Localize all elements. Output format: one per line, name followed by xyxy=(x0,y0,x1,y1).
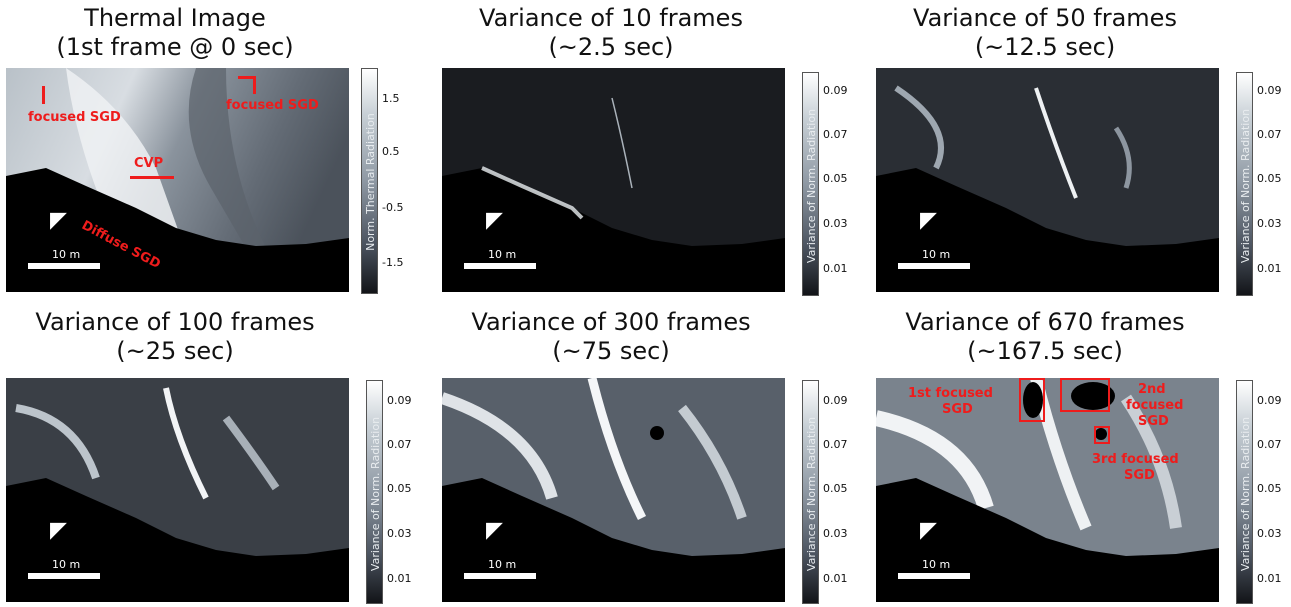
panel-subtitle: (~25 sec) xyxy=(116,337,234,365)
variance-image: 1st focused SGD 2nd focused SGD 3rd focu… xyxy=(876,378,1219,602)
panel-title: Variance of 100 frames xyxy=(35,308,315,336)
panel-title: Thermal Image xyxy=(84,4,266,32)
north-arrow-icon: ◤ xyxy=(486,208,503,233)
panel-title: Variance of 300 frames xyxy=(471,308,751,336)
panel-variance-50: Variance of 50 frames (~12.5 sec) ◤ 10 m… xyxy=(870,0,1290,300)
variance-image: ◤ 10 m xyxy=(442,68,785,292)
colorbar-tick: 0.07 xyxy=(823,128,848,141)
second-sgd-label: SGD xyxy=(1138,414,1169,429)
third-focused-label: 3rd focused xyxy=(1092,452,1179,467)
colorbar-tick: 0.09 xyxy=(387,394,412,407)
third-focused-box xyxy=(1094,426,1110,444)
colorbar-tick: 0.09 xyxy=(1257,394,1282,407)
cvp-bracket xyxy=(130,176,174,186)
colorbar-tick: 0.05 xyxy=(1257,482,1282,495)
panel-subtitle: (~167.5 sec) xyxy=(967,337,1123,365)
colorbar: Norm. Thermal Radiation xyxy=(361,68,378,294)
colorbar-label: Variance of Norm. Radiation xyxy=(1239,416,1252,572)
scale-bar-label: 10 m xyxy=(922,248,951,261)
colorbar-tick: 0.07 xyxy=(1257,128,1282,141)
colorbar: Variance of Norm. Radiation xyxy=(1236,72,1253,296)
north-arrow-icon: ◤ xyxy=(920,518,937,543)
cvp-label: CVP xyxy=(134,156,164,171)
focused-sgd-marker-right xyxy=(238,76,256,94)
focused-sgd-label-right: focused SGD xyxy=(226,98,319,113)
north-arrow-icon: ◤ xyxy=(486,518,503,543)
colorbar-tick: 0.09 xyxy=(823,394,848,407)
colorbar-tick: 0.05 xyxy=(1257,172,1282,185)
colorbar-tick: 0.03 xyxy=(1257,217,1282,230)
first-focused-box xyxy=(1019,378,1045,422)
colorbar-tick: 0.01 xyxy=(823,262,848,275)
panel-variance-100: Variance of 100 frames (~25 sec) ◤ 10 m … xyxy=(0,304,420,604)
scale-bar-label: 10 m xyxy=(922,558,951,571)
panel-thermal-image: Thermal Image (1st frame @ 0 sec) focuse… xyxy=(0,0,420,300)
colorbar-tick: 0.01 xyxy=(823,572,848,585)
colorbar-label: Variance of Norm. Radiation xyxy=(369,416,382,572)
north-arrow-icon: ◤ xyxy=(920,208,937,233)
scale-bar xyxy=(464,573,536,579)
colorbar-tick: 0.03 xyxy=(1257,527,1282,540)
panel-subtitle: (~12.5 sec) xyxy=(974,33,1116,61)
first-sgd-label: SGD xyxy=(942,402,973,417)
focused-sgd-marker-left xyxy=(42,86,46,104)
panel-title: Variance of 50 frames xyxy=(913,4,1177,32)
colorbar-label: Variance of Norm. Radiation xyxy=(805,108,818,264)
colorbar: Variance of Norm. Radiation xyxy=(802,380,819,604)
colorbar: Variance of Norm. Radiation xyxy=(802,72,819,296)
colorbar-tick: -1.5 xyxy=(382,256,404,269)
colorbar-tick: -0.5 xyxy=(382,201,404,214)
colorbar-tick: 0.05 xyxy=(387,482,412,495)
scale-bar xyxy=(28,573,100,579)
variance-image: ◤ 10 m xyxy=(876,68,1219,292)
second-2nd-label: 2nd xyxy=(1138,382,1166,397)
colorbar-tick: 0.05 xyxy=(823,172,848,185)
scale-bar xyxy=(898,263,970,269)
colorbar: Variance of Norm. Radiation xyxy=(366,380,383,604)
scale-bar xyxy=(898,573,970,579)
colorbar-tick: 0.05 xyxy=(823,482,848,495)
colorbar-label: Variance of Norm. Radiation xyxy=(805,416,818,572)
scale-bar-label: 10 m xyxy=(488,248,517,261)
focused-sgd-label-left: focused SGD xyxy=(28,110,121,125)
colorbar-tick: 0.03 xyxy=(387,527,412,540)
colorbar-tick: 0.07 xyxy=(387,438,412,451)
panel-subtitle: (~2.5 sec) xyxy=(548,33,674,61)
variance-image: ◤ 10 m xyxy=(442,378,785,602)
colorbar-tick: 0.01 xyxy=(1257,572,1282,585)
scale-bar xyxy=(28,263,100,269)
north-arrow-icon: ◤ xyxy=(50,518,67,543)
scale-bar-label: 10 m xyxy=(52,558,81,571)
colorbar-tick: 0.03 xyxy=(823,527,848,540)
panel-variance-670: Variance of 670 frames (~167.5 sec) 1st … xyxy=(870,304,1290,604)
colorbar-tick: 1.5 xyxy=(382,92,400,105)
scale-bar-label: 10 m xyxy=(488,558,517,571)
second-focused-label: focused xyxy=(1126,398,1184,413)
colorbar-tick: 0.09 xyxy=(823,84,848,97)
colorbar-tick: 0.01 xyxy=(387,572,412,585)
panel-subtitle: (~75 sec) xyxy=(552,337,670,365)
colorbar-tick: 0.5 xyxy=(382,145,400,158)
colorbar-tick: 0.09 xyxy=(1257,84,1282,97)
panel-variance-10: Variance of 10 frames (~2.5 sec) ◤ 10 m … xyxy=(436,0,856,300)
colorbar-tick: 0.01 xyxy=(1257,262,1282,275)
variance-image: ◤ 10 m xyxy=(6,378,349,602)
scale-bar-label: 10 m xyxy=(52,248,81,261)
scale-bar xyxy=(464,263,536,269)
third-sgd-label: SGD xyxy=(1124,468,1155,483)
colorbar-tick: 0.03 xyxy=(823,217,848,230)
north-arrow-icon: ◤ xyxy=(50,208,67,233)
colorbar-tick: 0.07 xyxy=(823,438,848,451)
panel-subtitle: (1st frame @ 0 sec) xyxy=(56,33,294,61)
second-focused-box xyxy=(1060,378,1110,412)
colorbar: Variance of Norm. Radiation xyxy=(1236,380,1253,604)
colorbar-tick: 0.07 xyxy=(1257,438,1282,451)
colorbar-label: Variance of Norm. Radiation xyxy=(1239,108,1252,264)
panel-variance-300: Variance of 300 frames (~75 sec) ◤ 10 m … xyxy=(436,304,856,604)
panel-title: Variance of 670 frames xyxy=(905,308,1185,336)
thermal-image: focused SGD focused SGD CVP Diffuse SGD … xyxy=(6,68,349,292)
panel-title: Variance of 10 frames xyxy=(479,4,743,32)
first-focused-label: 1st focused xyxy=(908,386,993,401)
colorbar-label: Norm. Thermal Radiation xyxy=(364,113,377,251)
